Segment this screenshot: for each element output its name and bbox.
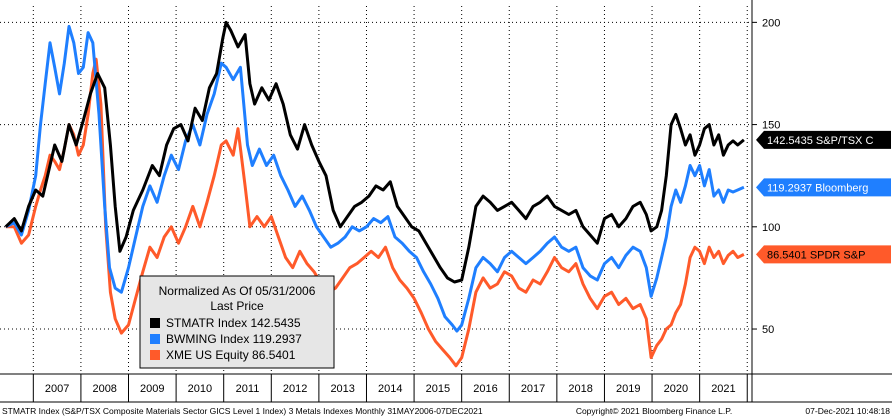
footer-left-text: STMATR Index (S&P/TSX Composite Material…: [2, 406, 483, 416]
legend-entry-bwming: BWMING Index 119.2937: [166, 332, 302, 346]
x-tick-label: 2012: [283, 383, 307, 395]
last-value-tag-0: 142.5435 S&P/TSX C: [756, 130, 891, 149]
y-tick-label: 50: [762, 324, 774, 336]
y-axis: 200 150 100 50: [752, 17, 780, 336]
y-tick-label: 150: [762, 120, 780, 132]
y-tick-label: 200: [762, 17, 780, 29]
legend-swatch-bwming: [150, 334, 160, 344]
x-tick-label: 2018: [568, 383, 592, 395]
x-tick-label: 2017: [521, 383, 545, 395]
x-tick-label: 2014: [378, 383, 402, 395]
last-value-tags: 142.5435 S&P/TSX C 119.2937 Bloomberg 86.5…: [756, 130, 891, 264]
y-tick-label: 100: [762, 222, 780, 234]
legend-entry-xme: XME US Equity 86.5401: [166, 348, 296, 362]
x-tick-label: 2021: [711, 383, 735, 395]
legend-swatch-stmatr: [150, 318, 160, 328]
last-value-tag-text: 142.5435 S&P/TSX C: [767, 135, 873, 147]
legend-swatch-xme: [150, 350, 160, 360]
last-value-tag-1: 119.2937 Bloomberg: [756, 178, 891, 197]
series-line-stmatr-index: [4, 20, 745, 284]
footer-copyright: Copyright© 2021 Bloomberg Finance L.P.: [576, 406, 732, 416]
legend-title: Normalized As Of 05/31/2006: [159, 284, 316, 298]
legend: Normalized As Of 05/31/2006 Last Price S…: [139, 275, 335, 369]
last-value-tag-shape: [756, 130, 891, 149]
x-axis: 2007 2008 2009 2010 2011 2012 2013 2014 2015 2016…: [32, 374, 748, 402]
x-tick-label: 2020: [664, 383, 688, 395]
x-tick-label: 2011: [236, 383, 260, 395]
series-lines: [4, 20, 745, 368]
x-tick-label: 2007: [45, 383, 69, 395]
x-tick-label: 2019: [616, 383, 640, 395]
x-tick-label: 2009: [140, 383, 164, 395]
legend-box: [139, 275, 335, 369]
x-tick-label: 2010: [188, 383, 212, 395]
footer-timestamp: 07-Dec-2021 10:48:18: [805, 406, 890, 416]
series-line-bwming-index: [5, 24, 745, 333]
last-value-tag-text: 119.2937 Bloomberg: [767, 182, 868, 194]
last-value-tag-shape: [756, 178, 891, 197]
x-tick-label: 2013: [330, 383, 354, 395]
axis-frame: [0, 0, 892, 403]
last-value-tag-2: 86.5401 SPDR S&P: [756, 245, 891, 264]
legend-subtitle: Last Price: [210, 299, 264, 313]
last-value-tag-text: 86.5401 SPDR S&P: [767, 249, 865, 261]
footer: STMATR Index (S&P/TSX Composite Material…: [2, 406, 890, 416]
x-tick-label: 2015: [426, 383, 450, 395]
x-tick-label: 2016: [473, 383, 497, 395]
legend-entry-stmatr: STMATR Index 142.5435: [166, 316, 301, 330]
last-value-tag-shape: [756, 245, 891, 264]
x-tick-label: 2008: [92, 383, 116, 395]
